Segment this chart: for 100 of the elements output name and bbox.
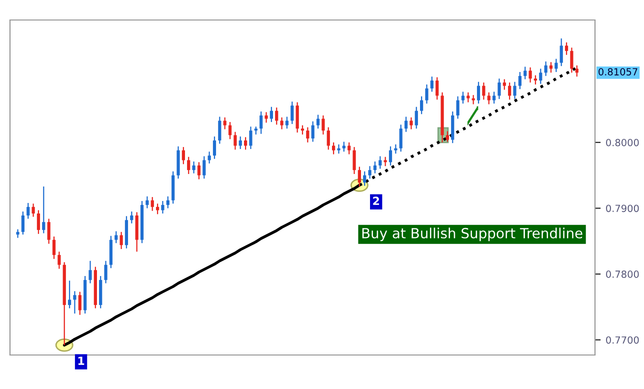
candlestick bbox=[539, 68, 542, 84]
candlestick bbox=[322, 114, 325, 136]
y-tick-label: 0.7800 bbox=[606, 270, 639, 278]
candlestick bbox=[476, 81, 480, 104]
candlestick bbox=[570, 47, 574, 74]
candlestick bbox=[130, 210, 134, 224]
candlestick bbox=[208, 151, 211, 164]
candlestick bbox=[524, 66, 527, 80]
annotation: Buy at Bullish Support Trendline bbox=[362, 228, 582, 242]
candlestick bbox=[326, 126, 330, 150]
candlestick bbox=[404, 116, 408, 132]
candlestick bbox=[47, 218, 50, 244]
candlestick bbox=[296, 102, 299, 134]
candlestick bbox=[472, 94, 475, 105]
candlestick bbox=[337, 144, 340, 154]
candlestick bbox=[238, 136, 242, 150]
candlestick bbox=[342, 141, 346, 152]
candlestick bbox=[502, 78, 506, 90]
candlestick bbox=[52, 236, 56, 260]
candlestick bbox=[575, 64, 578, 78]
candlestick bbox=[513, 81, 516, 100]
candlestick bbox=[260, 110, 263, 134]
y-tick-label: 0.7900 bbox=[606, 204, 639, 212]
candlestick bbox=[414, 106, 418, 130]
candlestick bbox=[73, 290, 76, 314]
candlestick bbox=[560, 38, 563, 67]
text: 0.81057 bbox=[598, 68, 638, 76]
candlestick bbox=[212, 136, 216, 160]
candlestick bbox=[26, 202, 30, 220]
candlestick bbox=[420, 96, 424, 115]
candlestick bbox=[358, 166, 361, 188]
candlestick bbox=[78, 291, 82, 316]
candlestick bbox=[280, 116, 284, 130]
candlestick bbox=[311, 120, 314, 142]
candlestick bbox=[218, 116, 222, 144]
candlestick bbox=[399, 124, 402, 152]
candlestick bbox=[363, 170, 366, 186]
candlestick bbox=[456, 96, 460, 120]
candlestick bbox=[192, 160, 196, 174]
candlestick bbox=[528, 66, 532, 84]
candlestick bbox=[290, 101, 294, 125]
candlestick bbox=[410, 116, 413, 130]
candlestick bbox=[42, 186, 46, 234]
candlestick bbox=[394, 144, 398, 154]
candlestick bbox=[187, 156, 190, 175]
candlestick bbox=[36, 210, 40, 234]
candlestick bbox=[150, 196, 154, 212]
candlestick bbox=[228, 121, 232, 140]
candlestick bbox=[249, 126, 252, 150]
candlestick bbox=[388, 146, 392, 166]
candlestick bbox=[352, 146, 356, 175]
candlestick bbox=[368, 166, 372, 180]
candlestick bbox=[316, 114, 320, 130]
candlestick bbox=[332, 142, 336, 155]
candlestick bbox=[466, 92, 470, 103]
candlestick bbox=[244, 136, 248, 150]
candlestick bbox=[378, 156, 382, 170]
candlestick bbox=[166, 196, 170, 209]
candlestick bbox=[285, 116, 289, 130]
candlestick bbox=[534, 74, 538, 86]
candlestick bbox=[146, 196, 149, 209]
candlestick bbox=[104, 260, 108, 284]
y-tick-label: 0.8000 bbox=[606, 138, 639, 146]
candlestick bbox=[508, 82, 512, 100]
annotation: 2 bbox=[373, 196, 380, 205]
y-tick-label: 0.7700 bbox=[606, 336, 639, 344]
candlestick bbox=[114, 230, 118, 244]
candlestick bbox=[270, 106, 273, 123]
candlestick bbox=[482, 82, 486, 100]
candlestick bbox=[487, 92, 490, 105]
candlestick bbox=[348, 142, 351, 155]
candlestick bbox=[436, 76, 439, 100]
candlestick bbox=[234, 131, 237, 150]
candlestick bbox=[58, 251, 61, 270]
candlestick bbox=[306, 126, 310, 143]
candlestick bbox=[425, 84, 428, 104]
candlestick bbox=[544, 60, 548, 76]
candlestick bbox=[498, 78, 501, 100]
candlestick bbox=[16, 228, 20, 238]
candlestick bbox=[197, 162, 201, 180]
candlestick bbox=[68, 280, 72, 309]
candlestick bbox=[384, 156, 387, 167]
candlestick bbox=[223, 116, 226, 130]
text: 1 bbox=[78, 356, 84, 365]
candlestick bbox=[518, 71, 522, 90]
candlestick bbox=[120, 231, 123, 250]
candlestick bbox=[446, 130, 450, 142]
candlestick bbox=[275, 106, 278, 126]
candlestick bbox=[264, 112, 268, 124]
candlestick bbox=[373, 160, 377, 174]
candlestick bbox=[32, 203, 35, 218]
candlestick bbox=[202, 156, 206, 180]
candlestick bbox=[492, 91, 496, 104]
candlestick bbox=[161, 200, 164, 214]
candlestick bbox=[564, 42, 568, 56]
candlestick bbox=[300, 124, 304, 136]
candlestick bbox=[21, 210, 24, 236]
candlestick bbox=[88, 260, 92, 284]
candlestick bbox=[430, 76, 434, 92]
candlestick bbox=[461, 91, 465, 104]
